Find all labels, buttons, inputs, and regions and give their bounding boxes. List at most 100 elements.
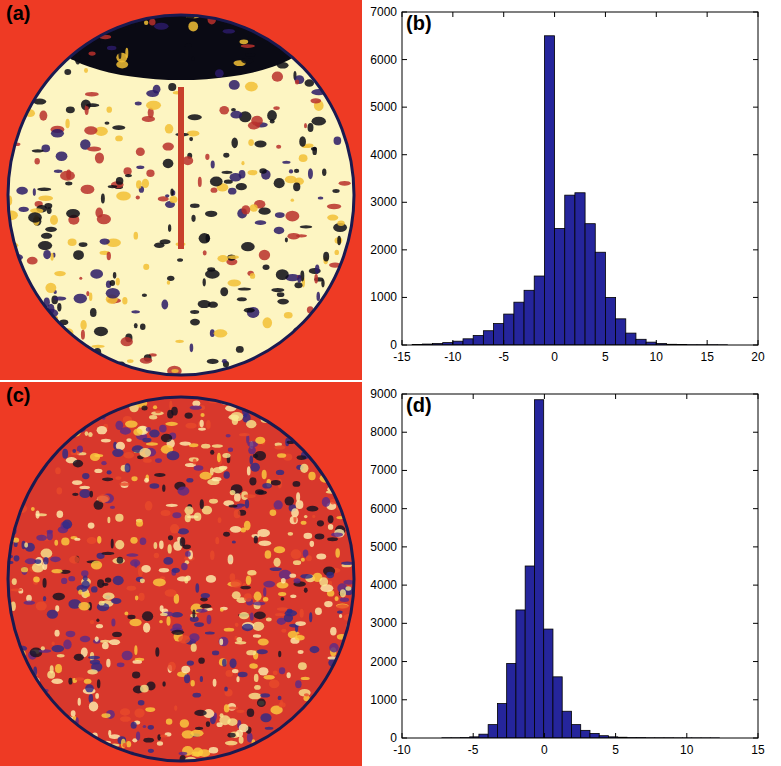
- x-tick-label: -5: [498, 350, 509, 364]
- y-tick: [753, 623, 758, 624]
- panel-label: (c): [6, 384, 30, 406]
- plot-area: [402, 12, 758, 345]
- x-tick: [452, 12, 453, 17]
- x-tick: [686, 733, 687, 738]
- bar: [514, 302, 524, 345]
- x-tick: [554, 340, 555, 345]
- y-tick: [402, 699, 407, 700]
- x-tick: [615, 733, 616, 738]
- x-tick: [686, 394, 687, 399]
- x-tick: [554, 12, 555, 17]
- y-tick: [402, 249, 407, 250]
- x-tick: [707, 340, 708, 345]
- y-tick-label: 1000: [370, 693, 397, 707]
- histogram: -15-10-505101520010002000300040005000600…: [370, 5, 765, 364]
- y-tick-label: 7000: [370, 463, 397, 477]
- y-tick: [402, 107, 407, 108]
- plot-frame: [402, 394, 758, 738]
- y-tick-label: 9000: [370, 387, 397, 401]
- y-tick: [753, 470, 758, 471]
- x-tick: [605, 340, 606, 345]
- panel-label: (a): [6, 2, 30, 24]
- y-tick: [753, 738, 758, 739]
- y-tick: [753, 297, 758, 298]
- x-tick-label: 10: [680, 743, 694, 757]
- y-tick: [753, 661, 758, 662]
- y-tick-label: 3000: [370, 195, 397, 209]
- x-tick-label: 5: [602, 350, 609, 364]
- x-tick-label: -10: [444, 350, 462, 364]
- y-tick-label: 3000: [370, 616, 397, 630]
- bar: [616, 319, 626, 345]
- y-tick: [753, 249, 758, 250]
- bar: [605, 297, 615, 345]
- bar: [585, 224, 595, 345]
- y-tick-label: 4000: [370, 148, 397, 162]
- y-tick: [753, 585, 758, 586]
- bar: [575, 193, 585, 345]
- x-tick-label: 0: [541, 743, 548, 757]
- y-tick: [402, 345, 407, 346]
- y-tick-label: 2000: [370, 243, 397, 257]
- y-tick: [402, 432, 407, 433]
- x-tick: [544, 394, 545, 399]
- bar: [479, 734, 488, 738]
- panel-label: (d): [406, 394, 432, 416]
- x-tick-label: 15: [700, 350, 714, 364]
- bar: [504, 314, 514, 345]
- bar: [636, 339, 646, 345]
- bars: [412, 36, 727, 345]
- figure: (a)(c)-15-10-505101520010002000300040005…: [0, 0, 781, 766]
- y-tick: [753, 508, 758, 509]
- bar: [534, 400, 543, 738]
- y-tick: [753, 59, 758, 60]
- y-tick: [402, 661, 407, 662]
- y-tick-label: 4000: [370, 578, 397, 592]
- brain-texture: [4, 0, 357, 379]
- bar: [544, 629, 553, 738]
- y-tick: [402, 585, 407, 586]
- x-tick-label: 5: [612, 743, 619, 757]
- bar: [544, 36, 554, 345]
- x-tick: [605, 12, 606, 17]
- y-tick: [753, 546, 758, 547]
- x-tick: [402, 12, 403, 17]
- y-tick: [402, 59, 407, 60]
- y-tick: [753, 394, 758, 395]
- bar: [516, 610, 525, 738]
- y-tick: [753, 699, 758, 700]
- y-tick-label: 8000: [370, 425, 397, 439]
- y-tick: [402, 546, 407, 547]
- x-tick: [758, 12, 759, 17]
- x-tick: [758, 340, 759, 345]
- plot-frame: [402, 12, 758, 345]
- bar: [507, 663, 516, 738]
- x-tick-label: 0: [551, 350, 558, 364]
- y-tick: [402, 738, 407, 739]
- bar: [595, 252, 605, 345]
- y-tick-label: 1000: [370, 290, 397, 304]
- plot-area: [402, 394, 758, 738]
- x-tick: [473, 733, 474, 738]
- x-tick: [707, 12, 708, 17]
- x-tick: [402, 733, 403, 738]
- y-tick: [402, 154, 407, 155]
- x-tick: [656, 12, 657, 17]
- x-tick-label: -15: [393, 350, 411, 364]
- y-tick: [753, 12, 758, 13]
- bar: [555, 228, 565, 345]
- y-tick-label: 6000: [370, 53, 397, 67]
- bar: [534, 276, 544, 345]
- x-tick-label: -10: [393, 743, 411, 757]
- y-tick-label: 0: [390, 338, 397, 352]
- y-tick-label: 5000: [370, 100, 397, 114]
- y-tick: [402, 623, 407, 624]
- brain-image: (c): [0, 382, 362, 766]
- bar: [463, 339, 473, 345]
- y-tick: [753, 107, 758, 108]
- bar: [565, 195, 575, 345]
- x-tick-label: 10: [650, 350, 664, 364]
- bar: [581, 730, 590, 738]
- y-tick: [753, 154, 758, 155]
- histogram: -10-505101501000200030004000500060007000…: [370, 387, 765, 757]
